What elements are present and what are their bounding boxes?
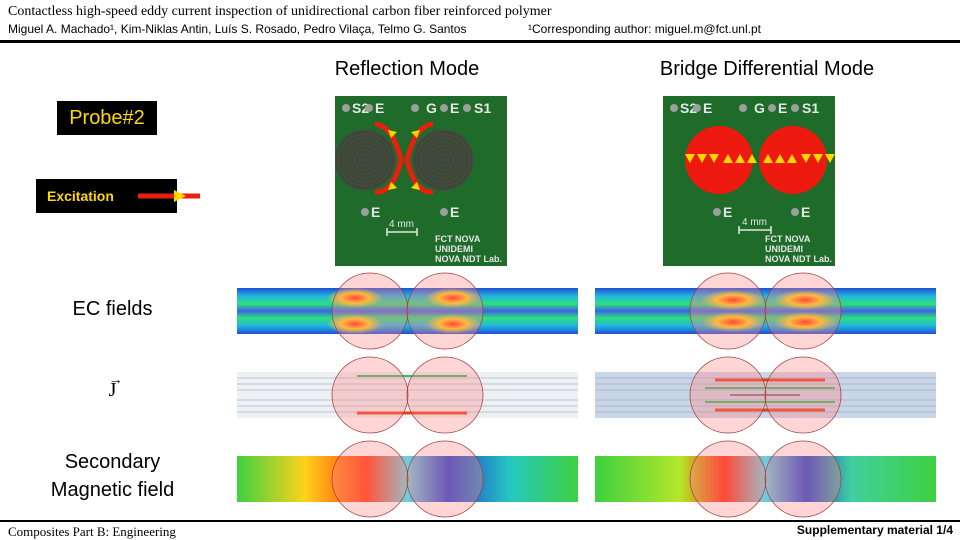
excitation-label: Excitation xyxy=(47,188,114,204)
excitation-paths xyxy=(374,121,434,195)
row-label-ec-fields: EC fields xyxy=(72,298,153,320)
coil-left xyxy=(335,129,396,191)
supplementary-label: Supplementary material 1/4 xyxy=(796,523,953,537)
pad-label: S2 xyxy=(352,100,369,116)
logo-line: UNIDEMI xyxy=(435,244,473,254)
coil-left xyxy=(685,126,753,194)
corresponding-author: ¹Corresponding author: miguel.m@fct.unl.… xyxy=(528,22,761,36)
current-density-map-reflection xyxy=(237,356,578,434)
logo-line: NOVA NDT Lab. xyxy=(435,254,502,264)
logo-line: NOVA NDT Lab. xyxy=(765,254,832,264)
pad-label: E xyxy=(723,204,732,220)
logo-line: FCT NOVA xyxy=(435,234,481,244)
pad-label: G xyxy=(754,100,765,116)
pad-label: E xyxy=(450,100,459,116)
row-label-current-density: → J xyxy=(20,373,205,404)
excitation-legend: Excitation xyxy=(36,179,200,213)
coil-right xyxy=(412,129,474,191)
column-heading-reflection: Reflection Mode xyxy=(334,58,480,80)
pad-label: E xyxy=(703,100,712,116)
pad-label: E xyxy=(778,100,787,116)
excitation-arrowheads xyxy=(685,154,835,163)
scale-label: 4 mm xyxy=(742,217,767,228)
secondary-field-map-reflection xyxy=(237,440,578,518)
probe-board-bridge: S2 E G E S1 E E 4 mm FCT NOVA UNIDEMI NO… xyxy=(663,96,835,266)
vector-arrow-icon: → xyxy=(108,373,123,388)
row-label-secondary-field: Secondary Magnetic field xyxy=(50,451,175,501)
header-divider xyxy=(0,40,960,43)
footer-divider xyxy=(0,520,960,522)
paper-title: Contactless high-speed eddy current insp… xyxy=(8,4,552,19)
probe-board-reflection: S2 E G E S1 E E 4 mm FCT NOVA UNIDEMI NO… xyxy=(335,96,507,266)
column-heading-bridge: Bridge Differential Mode xyxy=(659,58,875,80)
pad-label: S2 xyxy=(680,100,697,116)
logo-line: FCT NOVA xyxy=(765,234,811,244)
pad-label: E xyxy=(371,204,380,220)
current-density-map-bridge xyxy=(595,356,936,434)
ec-field-map-bridge xyxy=(595,272,936,350)
pad-label: E xyxy=(801,204,810,220)
ec-field-map-reflection xyxy=(237,272,578,350)
author-list: Miguel A. Machado¹, Kim-Niklas Antin, Lu… xyxy=(8,22,467,36)
probe-label: Probe#2 xyxy=(57,101,157,135)
logo-line: UNIDEMI xyxy=(765,244,803,254)
pad-label: E xyxy=(450,204,459,220)
pad-label: S1 xyxy=(474,100,491,116)
scale-label: 4 mm xyxy=(389,219,414,230)
pad-label: G xyxy=(426,100,437,116)
secondary-field-map-bridge xyxy=(595,440,936,518)
excitation-arrowheads xyxy=(388,130,420,190)
journal-name: Composites Part B: Engineering xyxy=(8,524,176,539)
excitation-arrow-icon xyxy=(138,190,200,202)
pad-label: E xyxy=(375,100,384,116)
pad-label: S1 xyxy=(802,100,819,116)
